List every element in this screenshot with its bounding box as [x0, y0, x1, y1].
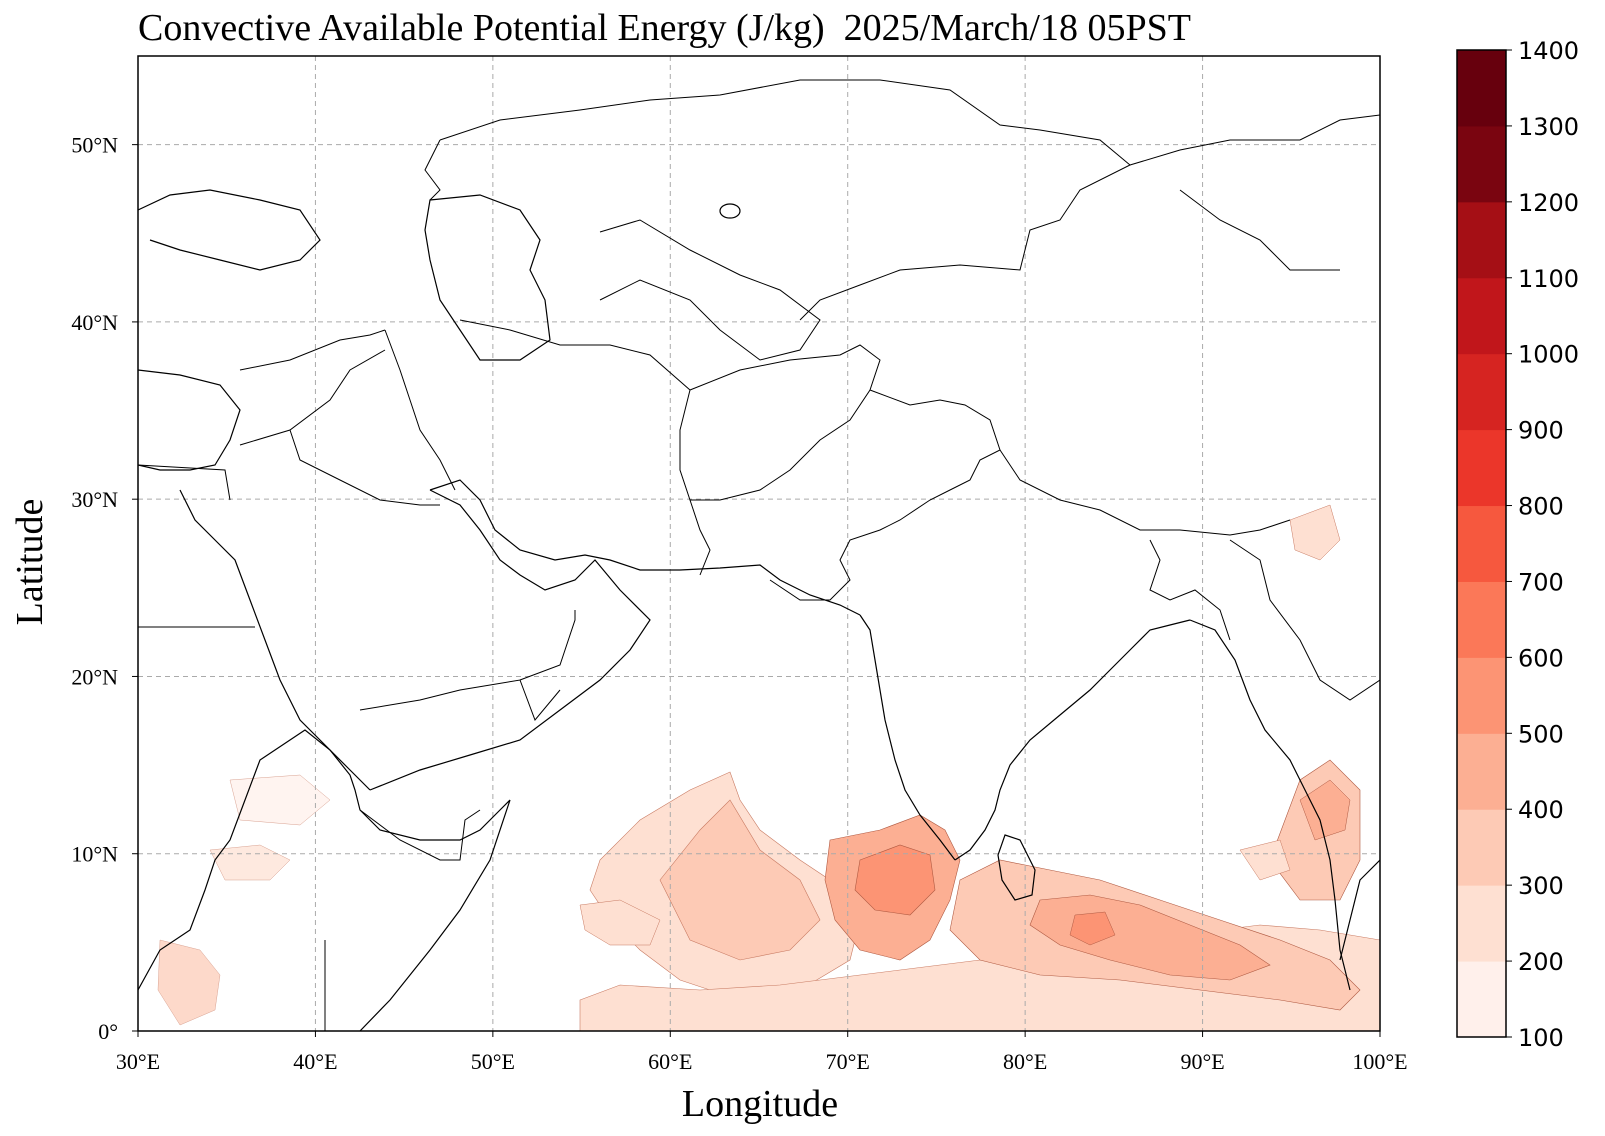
x-axis-label: Longitude — [681, 1083, 839, 1125]
cape-area-arabian-sea-west — [579, 899, 661, 946]
border-nepal-china — [999, 449, 1291, 536]
border-turkey-syria — [239, 329, 386, 371]
coast-sri-lanka — [997, 834, 1036, 901]
border-oman-saudi — [519, 610, 576, 681]
lon-tick-label: 40°E — [293, 1049, 337, 1074]
colorbar-segment — [1457, 277, 1506, 355]
coast-red-sea-west — [138, 729, 511, 1031]
chart-title: Convective Available Potential Energy (J… — [138, 7, 1191, 49]
cape-area-ne-india — [1289, 504, 1341, 561]
border-pakistan-india — [769, 389, 1001, 601]
lat-tick-label: 10°N — [71, 842, 118, 867]
colorbar-label: 1400 — [1518, 37, 1579, 65]
colorbar: 100 200 300 400 500 600 700 800 900 1000 1100 1200 1… — [1456, 37, 1579, 1052]
cape-area-africa — [157, 939, 221, 1026]
colorbar-segment — [1457, 505, 1506, 582]
colorbar-segment — [1457, 657, 1506, 734]
colorbar-segment — [1457, 961, 1506, 1038]
cape-area-bay-of-bengal-east — [1239, 839, 1291, 881]
colorbar-label: 500 — [1518, 720, 1564, 748]
coast-black-sea — [138, 189, 321, 271]
coast-persian-gulf — [429, 479, 861, 616]
colorbar-segment — [1457, 581, 1506, 658]
border-egypt — [138, 464, 231, 501]
border-pakistan-iran — [689, 499, 711, 576]
borders — [138, 79, 1380, 1031]
border-china-mongolia — [1129, 114, 1380, 166]
coast-red-sea-east — [179, 489, 371, 791]
coast-india-west — [859, 614, 956, 861]
border-yemen-oman — [359, 679, 561, 721]
coast-caspian-sea — [424, 194, 551, 361]
coast-thailand — [1339, 859, 1380, 961]
latitude-ticks: 0° 10°N 20°N 30°N 40°N 50°N — [71, 133, 138, 1044]
colorbar-label: 1100 — [1518, 265, 1579, 293]
colorbar-segment — [1457, 885, 1506, 962]
colorbar-label: 400 — [1518, 796, 1564, 824]
lon-tick-label: 70°E — [826, 1049, 870, 1074]
border-china-north — [1179, 189, 1340, 271]
coast-india-east — [954, 619, 1191, 861]
colorbar-segment — [1457, 50, 1506, 127]
border-myanmar — [1229, 539, 1380, 701]
colorbar-label: 1300 — [1518, 113, 1579, 141]
lat-tick-label: 50°N — [71, 133, 118, 158]
colorbar-segment — [1457, 353, 1506, 431]
cape-area-lakshadweep-core — [854, 844, 936, 916]
colorbar-label: 1000 — [1518, 341, 1579, 369]
colorbar-label: 1200 — [1518, 189, 1579, 217]
cape-area-andaman-sea-core — [1299, 779, 1351, 841]
border-somalia-ethiopia — [359, 809, 481, 861]
colorbar-frame — [1456, 49, 1507, 1038]
border-saudi-iraq — [289, 429, 440, 506]
border-bangladesh — [1149, 539, 1231, 641]
coast-arabian-peninsula — [369, 489, 651, 791]
colorbar-segment — [1457, 733, 1506, 810]
lon-tick-label: 30°E — [116, 1049, 160, 1074]
lon-tick-label: 90°E — [1180, 1049, 1224, 1074]
lon-tick-label: 50°E — [471, 1049, 515, 1074]
colorbar-label: 100 — [1518, 1024, 1564, 1052]
border-afghanistan — [679, 344, 881, 501]
gridlines — [138, 56, 1380, 1031]
lon-tick-label: 60°E — [648, 1049, 692, 1074]
colorbar-label: 600 — [1518, 644, 1564, 672]
lat-tick-label: 30°N — [71, 487, 118, 512]
border-iran-turkmenistan — [459, 319, 691, 391]
border-iran-iraq — [384, 329, 456, 491]
colorbar-label: 900 — [1518, 417, 1564, 445]
coast-aral-sea — [719, 203, 741, 219]
border-russia-kazakhstan — [424, 139, 441, 201]
map-frame — [137, 55, 1381, 1032]
border-kazakhstan — [439, 79, 1131, 321]
lon-tick-label: 80°E — [1003, 1049, 1047, 1074]
coast-myanmar — [1189, 619, 1351, 991]
lat-tick-label: 40°N — [71, 310, 118, 335]
border-saudi-arabia — [239, 349, 386, 446]
colorbar-segment — [1457, 429, 1506, 507]
lat-tick-label: 0° — [98, 1019, 118, 1044]
longitude-ticks: 30°E 40°E 50°E 60°E 70°E 80°E 90°E 100°E — [116, 1031, 1408, 1074]
colorbar-segment — [1457, 201, 1506, 279]
colorbar-label: 800 — [1518, 493, 1564, 521]
cape-area-arabian-sea-inner — [659, 799, 821, 961]
border-uzbekistan — [599, 219, 821, 361]
coastlines — [138, 189, 1380, 1031]
cape-contours — [157, 504, 1380, 1031]
colorbar-label: 300 — [1518, 872, 1564, 900]
lat-tick-label: 20°N — [71, 664, 118, 689]
colorbar-segment — [1457, 125, 1506, 203]
cape-area-bay-of-bengal-peak — [1069, 911, 1116, 946]
coast-mediterranean — [138, 369, 241, 471]
colorbar-label: 700 — [1518, 568, 1564, 596]
colorbar-segment — [1457, 809, 1506, 886]
lon-tick-label: 100°E — [1352, 1049, 1407, 1074]
colorbar-label: 200 — [1518, 948, 1564, 976]
